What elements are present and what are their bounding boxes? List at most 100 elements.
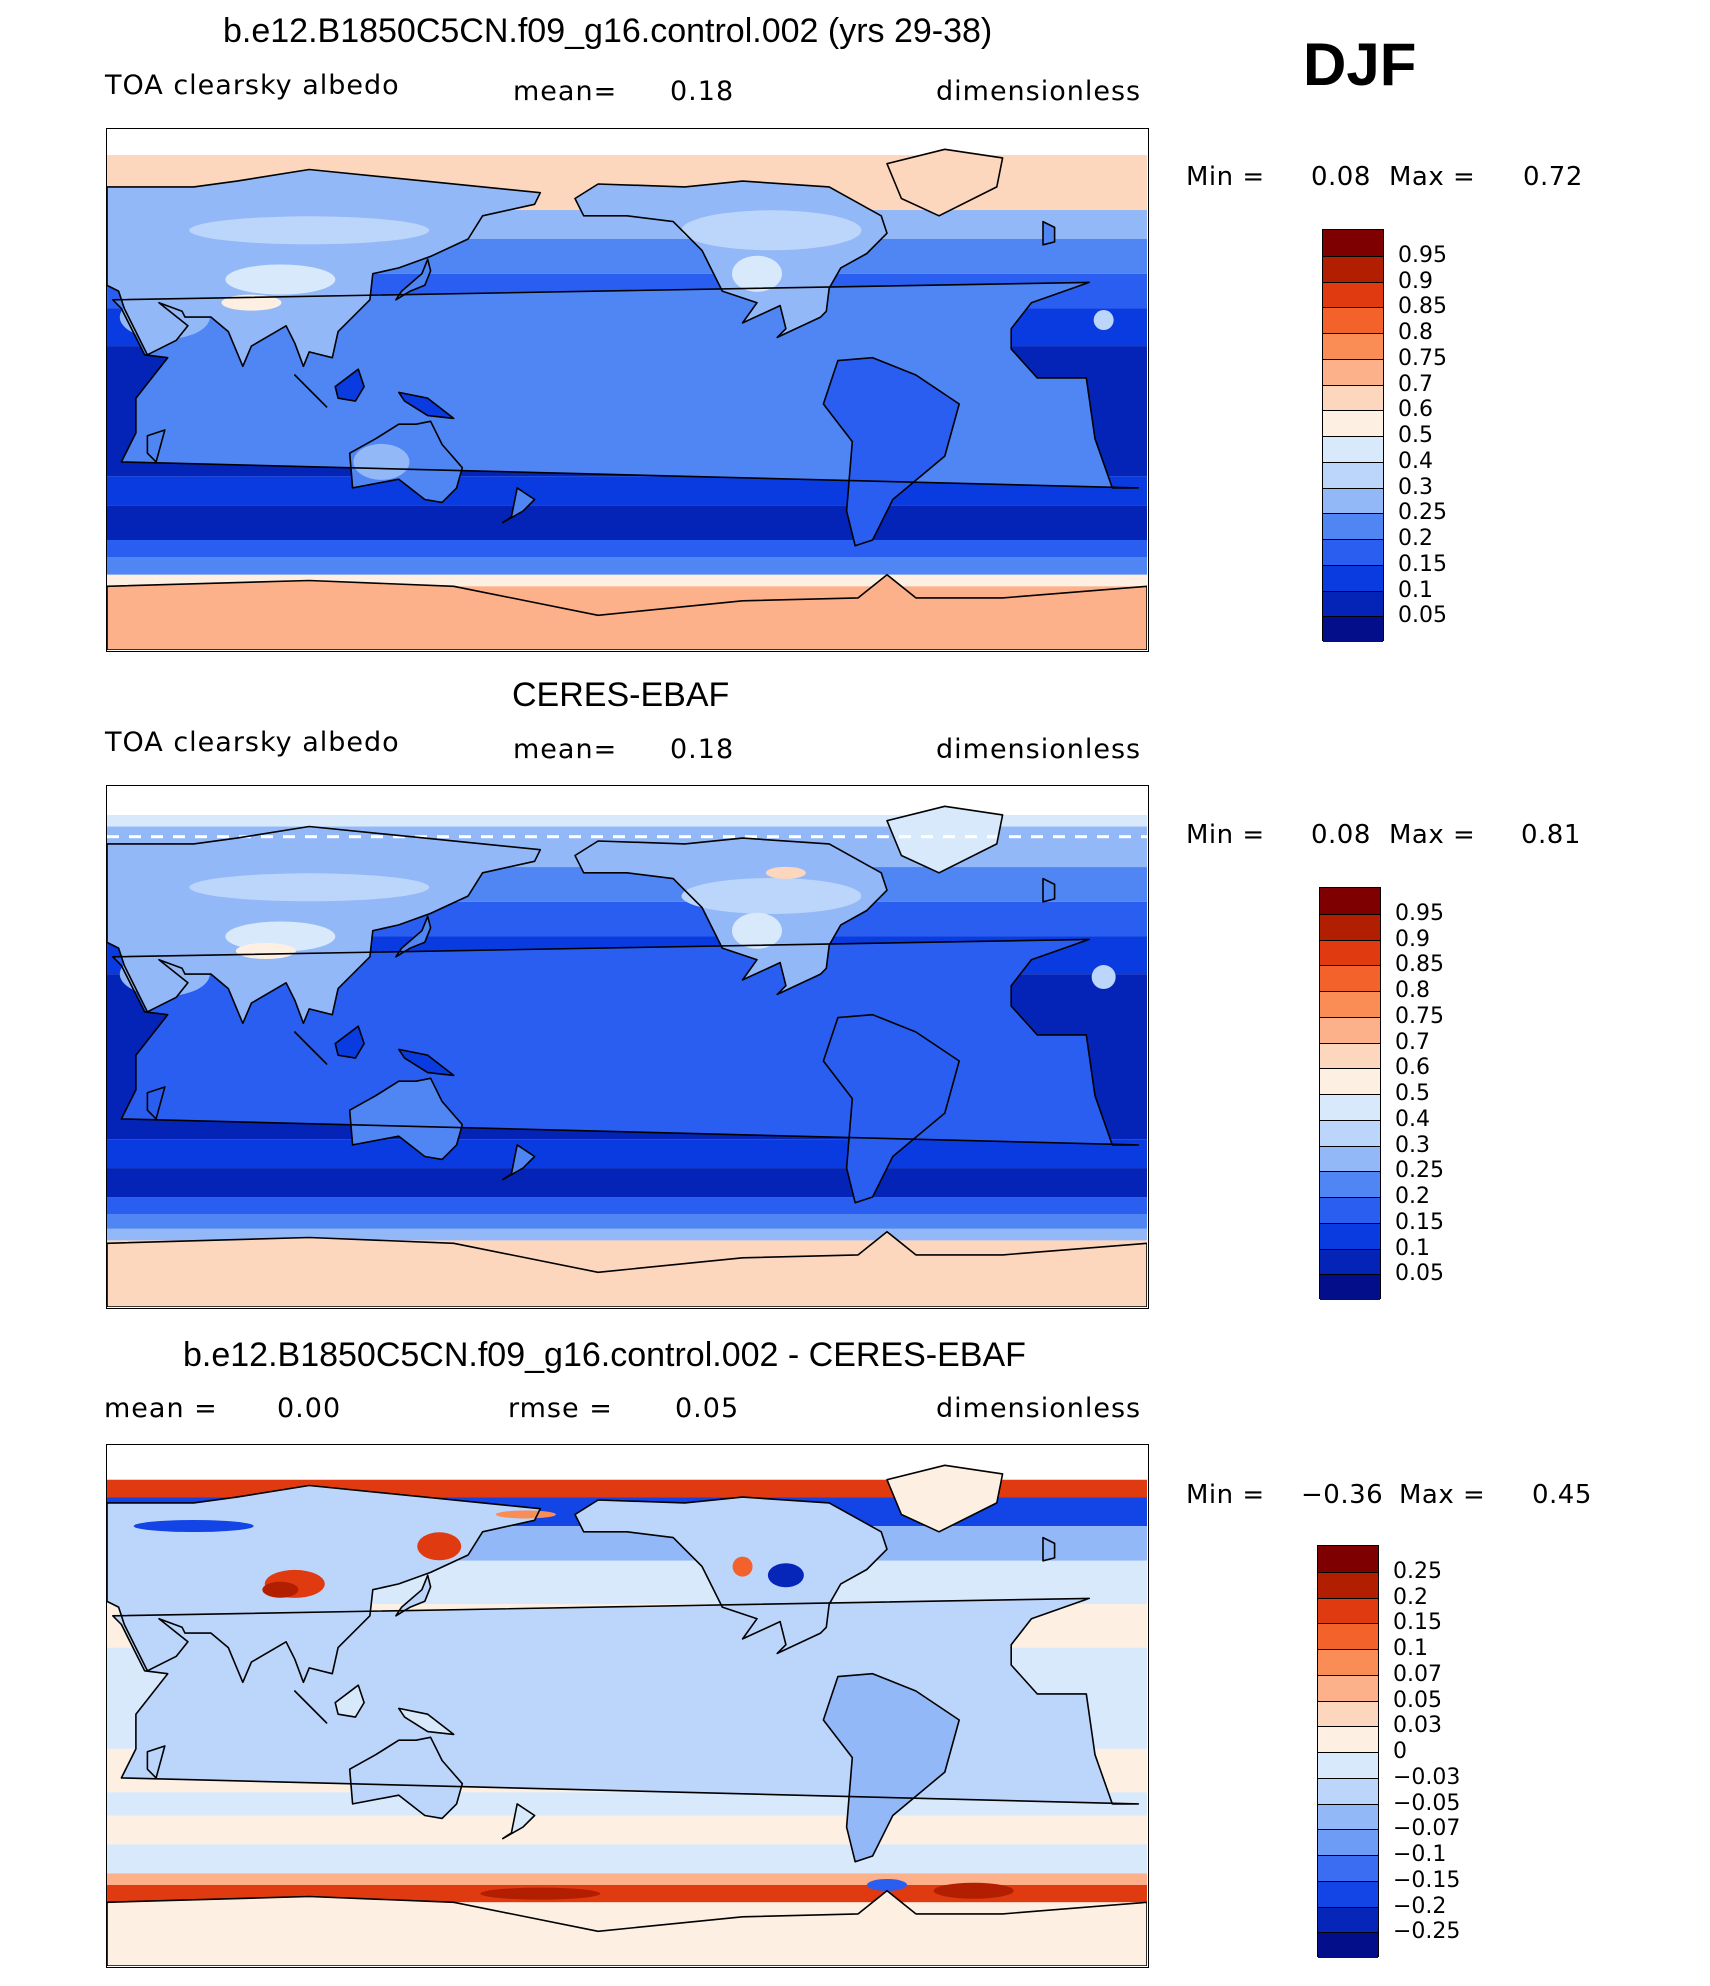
latitude-band: [107, 505, 1147, 541]
field-patch: [353, 443, 410, 480]
field-patch: [681, 877, 862, 914]
panel3-title: b.e12.B1850C5CN.f09_g16.control.002 - CE…: [183, 1336, 1026, 1374]
panel1-max-key: Max =: [1389, 162, 1476, 192]
colorbar-tick-label: 0.25: [1395, 1158, 1444, 1184]
colorbar-tick-label: 0.05: [1393, 1687, 1442, 1713]
land-australia: [349, 1737, 463, 1819]
land-antarctica: [107, 1231, 1147, 1307]
missing-data-dash: [415, 835, 427, 839]
colorbar-band: [1323, 436, 1383, 462]
coastline-madagascar: [146, 429, 166, 463]
missing-data-dash: [129, 835, 141, 839]
land-uk: [1043, 878, 1055, 902]
latitude-band: [107, 1139, 1147, 1169]
missing-data-dash: [745, 835, 757, 839]
panel1-mean-value: 0.18: [670, 76, 735, 107]
colorbar-tick-label: 0.9: [1395, 926, 1430, 952]
field-patch: [133, 1520, 254, 1533]
colorbar-tick-label: 0.85: [1395, 952, 1444, 978]
coastline-japan: [395, 915, 432, 958]
panel3-max-key: Max =: [1399, 1480, 1486, 1510]
colorbar-band: [1323, 564, 1383, 591]
land-namerica: [575, 1497, 887, 1654]
coastline-borneo: [334, 1025, 365, 1059]
coastline-samerica: [822, 1672, 961, 1863]
field-patch: [732, 1556, 753, 1577]
missing-data-dash: [965, 835, 977, 839]
colorbar-tick-label: −0.03: [1393, 1764, 1461, 1790]
colorbar-tick-label: 0.5: [1395, 1081, 1430, 1106]
coastline-antarctica: [107, 573, 1147, 650]
coastline-namerica: [574, 1496, 888, 1655]
missing-data-dash: [613, 835, 625, 839]
colorbar-band: [1318, 1649, 1378, 1675]
colorbar-band: [1320, 939, 1380, 966]
panel3-max-value: 0.45: [1532, 1480, 1592, 1510]
colorbar-band: [1323, 590, 1383, 617]
colorbar-tick-label: 0.05: [1398, 603, 1447, 629]
field-patch: [119, 952, 210, 997]
coastline-uk: [1042, 1536, 1056, 1562]
field-patch: [353, 1100, 410, 1137]
field-patch: [480, 1887, 601, 1900]
panel2-units: dimensionless: [936, 734, 1142, 765]
colorbar-band: [1320, 1016, 1380, 1043]
coastline-borneo: [334, 368, 365, 402]
missing-data-dash: [723, 835, 735, 839]
colorbar-band: [1318, 1571, 1378, 1598]
field-patch: [765, 866, 806, 879]
missing-data-dash: [173, 835, 185, 839]
missing-data-dash: [943, 835, 955, 839]
missing-data-dash: [701, 835, 713, 839]
coastline-antarctica: [107, 1230, 1147, 1307]
field-patch: [417, 1532, 462, 1561]
coastline-eurasia: [107, 168, 542, 368]
colorbar-band: [1323, 255, 1383, 282]
colorbar-tick-label: 0.05: [1395, 1261, 1444, 1287]
colorbar-tick-label: 0.15: [1393, 1610, 1442, 1636]
panel2-map: [106, 785, 1149, 1309]
land-newguinea: [398, 1049, 454, 1076]
colorbar-tick-label: 0.95: [1398, 242, 1447, 268]
missing-data-dash: [833, 835, 845, 839]
colorbar-tick-label: −0.25: [1393, 1919, 1461, 1945]
field-patch: [732, 255, 782, 292]
coastline-australia: [348, 1736, 464, 1820]
panel3-rmse-key: rmse =: [508, 1393, 613, 1424]
panel2-min-value: 0.08: [1311, 820, 1371, 850]
coastline-indonesia1: [294, 374, 328, 408]
panel1-min-value: 0.08: [1311, 162, 1371, 192]
colorbar-tick-label: −0.2: [1393, 1893, 1447, 1919]
colorbar-tick-label: 0.75: [1395, 1003, 1444, 1029]
latitude-band: [107, 1228, 1147, 1241]
field-patch: [681, 210, 862, 251]
missing-data-dash: [459, 835, 471, 839]
panel1-map: [106, 128, 1149, 652]
colorbar-band: [1320, 1042, 1380, 1069]
coastline-newguinea: [397, 1707, 455, 1736]
colorbar-tick-label: 0.07: [1393, 1661, 1442, 1687]
coastline-australia: [348, 1077, 464, 1161]
latitude-band: [107, 129, 1147, 156]
land-greenland: [887, 1465, 1003, 1532]
field-patch: [1091, 965, 1116, 990]
missing-data-dash: [811, 835, 823, 839]
colorbar-tick-label: 0.2: [1393, 1584, 1428, 1610]
land-greenland: [887, 149, 1003, 216]
field-patch: [495, 1510, 556, 1519]
field-patch: [235, 942, 296, 959]
colorbar-tick-label: 0.7: [1395, 1029, 1430, 1055]
field-patch: [262, 1581, 299, 1598]
land-samerica: [823, 1673, 960, 1862]
missing-data-dash: [1031, 835, 1043, 839]
land-samerica: [823, 1014, 960, 1203]
missing-data-dash: [217, 835, 229, 839]
missing-data-dash: [437, 835, 449, 839]
latitude-band: [107, 786, 1147, 815]
panel2-colorbar: [1319, 887, 1381, 1300]
land-borneo: [335, 369, 365, 402]
colorbar-band: [1323, 410, 1383, 436]
colorbar-tick-label: 0.25: [1393, 1558, 1442, 1584]
coastline-newguinea: [397, 391, 455, 420]
colorbar-tick-label: 0.1: [1398, 577, 1433, 603]
